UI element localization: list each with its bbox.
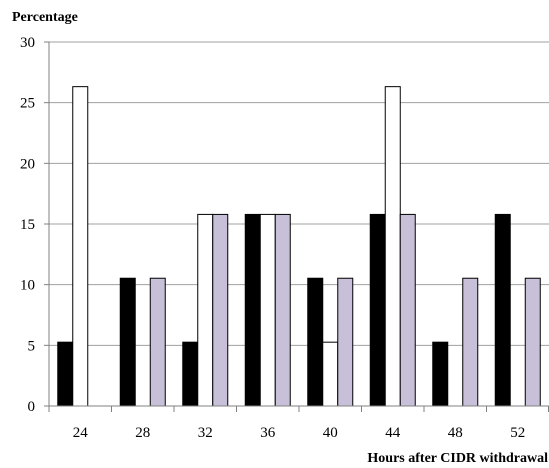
bar [259, 213, 276, 407]
bar [244, 213, 261, 407]
bar [212, 213, 229, 407]
x-tick-label: 52 [510, 425, 525, 441]
y-tick-label: 20 [20, 156, 35, 172]
bar [307, 277, 324, 407]
bar [494, 213, 511, 407]
bar [57, 341, 74, 407]
bar [322, 341, 339, 407]
x-tick-label: 36 [260, 425, 276, 441]
x-tick-label: 28 [135, 425, 150, 441]
bar [149, 277, 166, 407]
x-tick-label: 40 [323, 425, 338, 441]
bar [524, 277, 541, 407]
bar [462, 277, 479, 407]
bar [337, 277, 354, 407]
y-tick-label: 5 [28, 338, 36, 354]
bar [384, 86, 401, 407]
bar [399, 213, 416, 407]
x-tick-label: 24 [73, 425, 89, 441]
y-tick-label: 25 [20, 96, 35, 112]
y-tick-label: 10 [20, 278, 35, 294]
y-tick-label: 0 [28, 399, 36, 415]
bar [119, 277, 136, 407]
x-tick-labels: 24 28 32 36 40 44 48 52 [73, 425, 526, 441]
axes [44, 41, 549, 412]
y-axis-label: Percentage [12, 10, 78, 25]
bar [197, 213, 214, 407]
x-tick-label: 44 [385, 425, 401, 441]
bar [274, 213, 291, 407]
y-tick-labels: 0 5 10 15 20 25 30 [20, 35, 35, 415]
x-tick-label: 48 [448, 425, 463, 441]
bars [57, 86, 541, 407]
x-axis-label: Hours after CIDR withdrawal [367, 451, 548, 466]
bar [182, 341, 199, 407]
bar [369, 213, 386, 407]
x-tick-label: 32 [198, 425, 213, 441]
bar [432, 341, 449, 407]
y-tick-label: 15 [20, 217, 35, 233]
y-tick-label: 30 [20, 35, 35, 51]
bar [72, 86, 89, 407]
